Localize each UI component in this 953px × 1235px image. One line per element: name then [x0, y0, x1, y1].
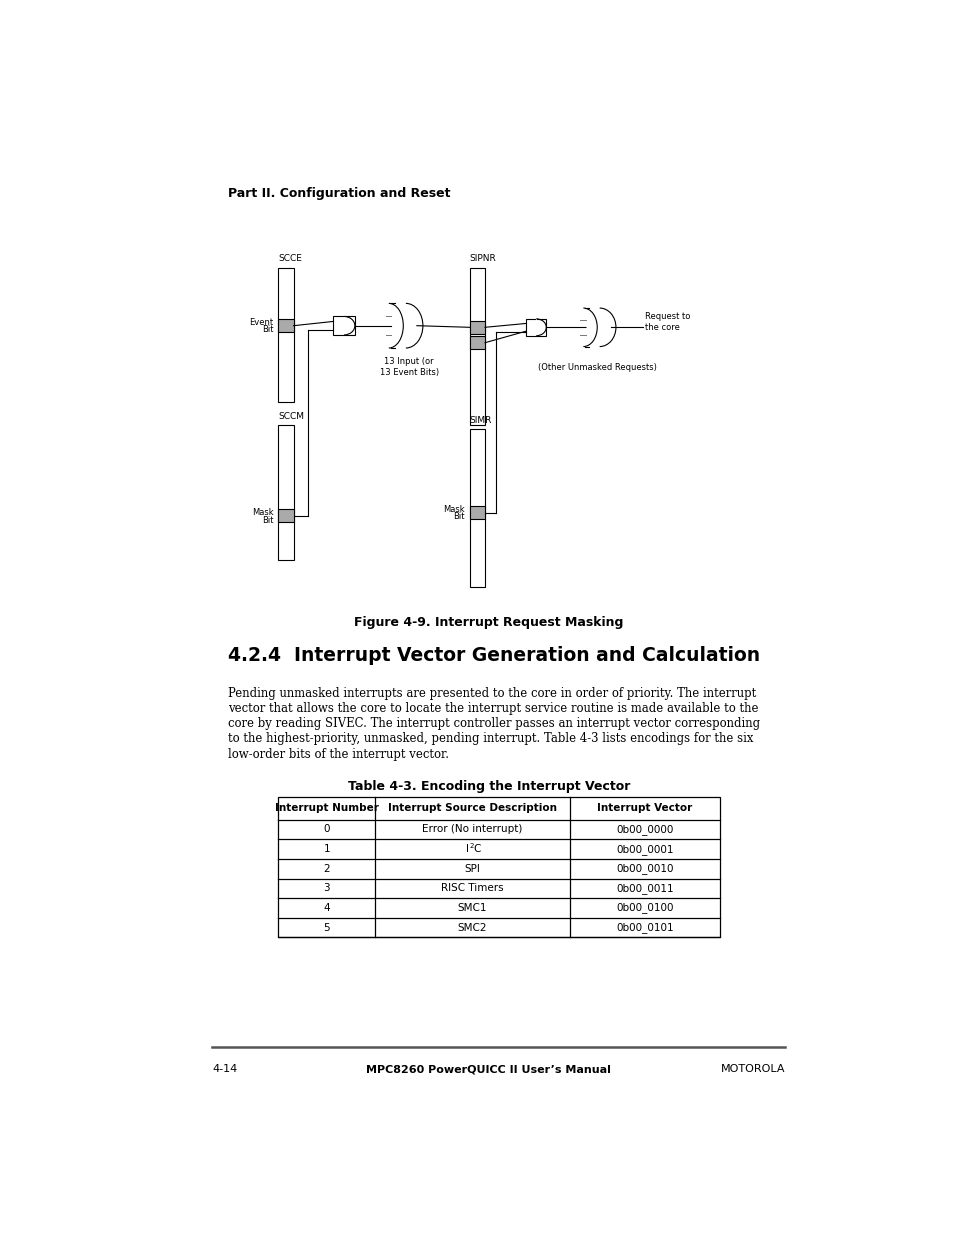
Text: Error (No interrupt): Error (No interrupt)	[422, 825, 522, 835]
Bar	[278, 509, 294, 522]
Bar	[390, 304, 413, 347]
Text: Mask: Mask	[252, 508, 274, 517]
Text: Part II. Configuration and Reset: Part II. Configuration and Reset	[228, 186, 450, 200]
Text: 0b00_0101: 0b00_0101	[616, 923, 673, 934]
Text: 0b00_0001: 0b00_0001	[616, 844, 673, 855]
Text: Bit: Bit	[453, 513, 464, 521]
Text: vector that allows the core to locate the interrupt service routine is made avai: vector that allows the core to locate th…	[228, 703, 758, 715]
Text: low-order bits of the interrupt vector.: low-order bits of the interrupt vector.	[228, 747, 448, 761]
Text: SIMR: SIMR	[469, 416, 492, 425]
Text: MOTOROLA: MOTOROLA	[720, 1065, 784, 1074]
Text: 5: 5	[323, 923, 330, 932]
Bar	[525, 319, 546, 336]
Bar	[278, 319, 294, 332]
Text: 4.2.4  Interrupt Vector Generation and Calculation: 4.2.4 Interrupt Vector Generation and Ca…	[228, 646, 760, 666]
Text: Mask: Mask	[443, 505, 464, 514]
Text: C: C	[473, 844, 480, 855]
Text: 1: 1	[323, 844, 330, 855]
Bar	[469, 430, 484, 587]
Text: SMC1: SMC1	[457, 903, 487, 913]
Text: Interrupt Vector: Interrupt Vector	[597, 803, 692, 813]
Text: Figure 4-9. Interrupt Request Masking: Figure 4-9. Interrupt Request Masking	[354, 615, 623, 629]
Text: Event: Event	[249, 317, 274, 327]
Text: 0b00_0000: 0b00_0000	[616, 824, 673, 835]
Text: 4-14: 4-14	[212, 1065, 237, 1074]
Text: to the highest-priority, unmasked, pending interrupt. Table 4-3 lists encodings : to the highest-priority, unmasked, pendi…	[228, 732, 752, 746]
Bar	[469, 268, 484, 425]
Text: Interrupt Number: Interrupt Number	[274, 803, 378, 813]
Text: 2: 2	[469, 842, 474, 848]
Bar	[584, 309, 606, 346]
Bar	[278, 425, 294, 561]
Text: MPC8260 PowerQUICC II User’s Manual: MPC8260 PowerQUICC II User’s Manual	[366, 1065, 611, 1074]
Bar	[469, 506, 484, 519]
Text: Pending unmasked interrupts are presented to the core in order of priority. The : Pending unmasked interrupts are presente…	[228, 687, 755, 700]
Text: 0b00_0010: 0b00_0010	[616, 863, 673, 874]
Text: I: I	[465, 844, 468, 855]
Text: 0: 0	[323, 825, 330, 835]
Text: 13 Input (or
13 Event Bits): 13 Input (or 13 Event Bits)	[379, 357, 438, 377]
Text: 0b00_0100: 0b00_0100	[616, 903, 673, 914]
Bar	[278, 797, 720, 937]
Text: core by reading SIVEC. The interrupt controller passes an interrupt vector corre: core by reading SIVEC. The interrupt con…	[228, 718, 760, 730]
Bar	[469, 321, 484, 333]
Text: RISC Timers: RISC Timers	[440, 883, 503, 893]
Text: SCCE: SCCE	[278, 254, 302, 263]
Text: 3: 3	[323, 883, 330, 893]
Bar	[278, 268, 294, 403]
Text: SMC2: SMC2	[457, 923, 487, 932]
Text: (Other Unmasked Requests): (Other Unmasked Requests)	[537, 363, 657, 373]
Bar	[333, 316, 355, 335]
Text: 0b00_0011: 0b00_0011	[616, 883, 673, 894]
Bar	[469, 336, 484, 350]
Text: Table 4-3. Encoding the Interrupt Vector: Table 4-3. Encoding the Interrupt Vector	[348, 779, 629, 793]
Text: SPI: SPI	[464, 863, 480, 873]
Text: SIPNR: SIPNR	[469, 254, 496, 263]
Text: SCCM: SCCM	[278, 411, 304, 421]
Text: 2: 2	[323, 863, 330, 873]
Text: Request to
the core: Request to the core	[645, 312, 690, 332]
Text: 4: 4	[323, 903, 330, 913]
Text: Interrupt Source Description: Interrupt Source Description	[388, 803, 557, 813]
Text: Bit: Bit	[262, 325, 274, 335]
Text: Bit: Bit	[262, 515, 274, 525]
